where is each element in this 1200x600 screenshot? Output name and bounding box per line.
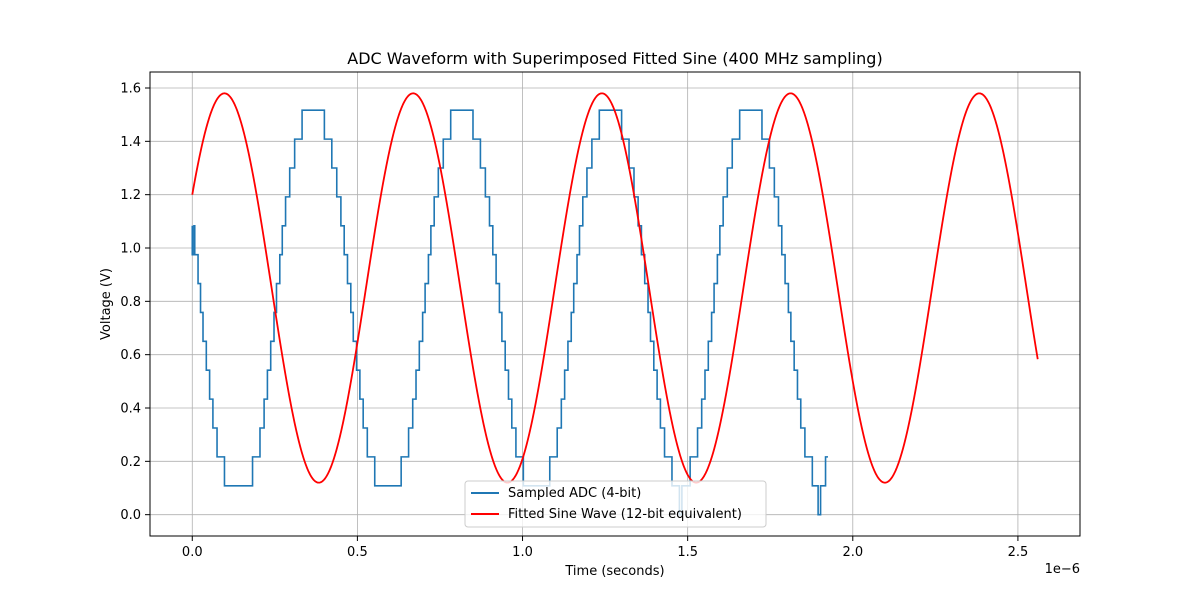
series-sampled-adc-line	[191, 109, 829, 516]
chart-title: ADC Waveform with Superimposed Fitted Si…	[347, 49, 882, 68]
legend-label-sampled-adc: Sampled ADC (4-bit)	[508, 486, 641, 501]
y-axis-label: Voltage (V)	[99, 268, 114, 340]
x-axis-label: Time (seconds)	[564, 564, 664, 579]
y-tick-label: 1.6	[120, 82, 141, 97]
x-axis-offset-label: 1e−6	[1045, 562, 1080, 577]
legend-label-fitted-sine: Fitted Sine Wave (12-bit equivalent)	[508, 507, 742, 522]
y-tick-label: 1.0	[120, 242, 141, 257]
legend: Sampled ADC (4-bit) Fitted Sine Wave (12…	[464, 480, 767, 528]
x-tick-label: 2.0	[842, 545, 863, 560]
x-tick-label: 2.5	[1008, 545, 1029, 560]
y-tick-label: 0.4	[120, 402, 141, 417]
y-tick-label: 0.2	[120, 455, 141, 470]
legend-box	[464, 480, 767, 528]
x-tick-label: 0.0	[182, 545, 203, 560]
y-tick-label: 1.2	[120, 188, 141, 203]
y-tick-label: 0.8	[120, 295, 141, 310]
y-tick-label: 1.4	[120, 135, 141, 150]
x-tick-label: 0.5	[347, 545, 368, 560]
y-tick-label: 0.0	[120, 508, 141, 523]
plot-area	[191, 92, 1039, 516]
x-axis-ticks: 0.0 0.5 1.0 1.5 2.0 2.5	[182, 536, 1028, 560]
x-tick-label: 1.0	[512, 545, 533, 560]
y-tick-label: 0.6	[120, 348, 141, 363]
y-axis-ticks: 0.0 0.2 0.4 0.6 0.8 1.0 1.2 1.4 1.6	[120, 82, 150, 523]
series-fitted-sine-line	[191, 92, 1039, 484]
axes-frame	[149, 71, 1081, 537]
x-tick-label: 1.5	[677, 545, 698, 560]
